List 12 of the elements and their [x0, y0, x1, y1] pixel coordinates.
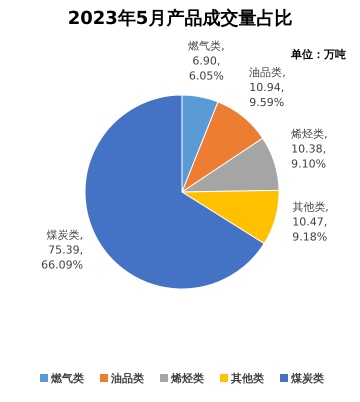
legend-label: 油品类 — [110, 372, 144, 385]
data-label: 煤炭类, 75.39, 66.09% — [41, 228, 84, 272]
data-label: 油品类, 10.94, 9.59% — [249, 66, 286, 109]
text: 单位：万吨 — [290, 48, 346, 61]
chart-title: 2023年5月产品成交量占比 — [68, 8, 292, 29]
data-label: 其他类, 10.47, 9.18% — [292, 200, 329, 244]
data-label: 烯烃类, 10.38, 9.10% — [291, 128, 328, 171]
data-label: 燃气类, 6.90, 6.05% — [188, 39, 225, 82]
legend-label: 煤炭类 — [290, 372, 324, 385]
legend-label: 烯烃类 — [170, 372, 204, 385]
legend-label: 燃气类 — [50, 372, 84, 385]
legend-label: 其他类 — [230, 372, 264, 385]
